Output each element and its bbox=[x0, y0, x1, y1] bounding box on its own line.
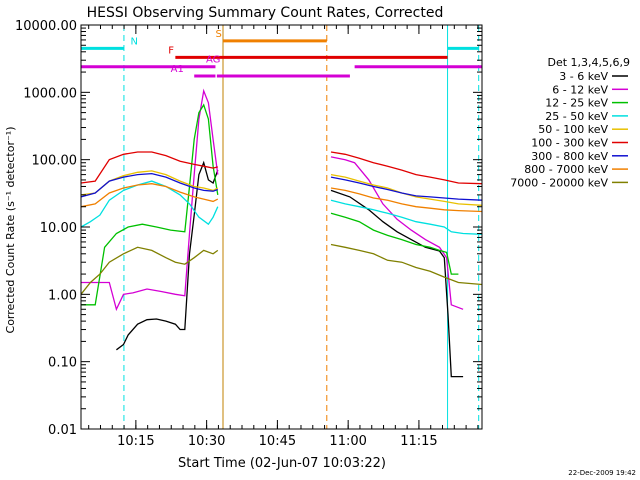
observing-flag-label: S bbox=[215, 29, 221, 40]
legend-entry-label: 12 - 25 keV bbox=[545, 97, 608, 110]
x-tick-label: 10:30 bbox=[188, 434, 225, 449]
legend-entry-label: 100 - 300 keV bbox=[531, 137, 608, 150]
series-line bbox=[330, 243, 483, 286]
plot-frame bbox=[80, 24, 483, 430]
series-line bbox=[81, 103, 219, 306]
series-line bbox=[80, 180, 219, 228]
series-line bbox=[80, 151, 218, 184]
x-tick-label: 11:15 bbox=[400, 434, 437, 449]
legend-entry-label: 50 - 100 keV bbox=[538, 123, 608, 136]
y-tick-label: 0.01 bbox=[48, 423, 77, 438]
x-tick-label: 11:00 bbox=[329, 434, 366, 449]
series-line bbox=[80, 246, 219, 295]
y-tick-label: 0.10 bbox=[48, 356, 77, 371]
legend-entry-label: 300 - 800 keV bbox=[531, 150, 608, 163]
legend-entry-label: 25 - 50 keV bbox=[545, 110, 608, 123]
legend-title: Det 1,3,4,5,6,9 bbox=[547, 56, 630, 69]
series-line bbox=[330, 156, 464, 310]
x-axis-label: Start Time (02-Jun-07 10:03:22) bbox=[178, 456, 386, 471]
series-line bbox=[80, 183, 219, 208]
series-line bbox=[330, 212, 459, 275]
series-line bbox=[330, 151, 483, 185]
legend-entry-label: 800 - 7000 keV bbox=[524, 163, 608, 176]
series-line bbox=[81, 88, 219, 312]
annotation-layer: N S F AG A1 bbox=[80, 25, 482, 429]
observing-flag-label: AG bbox=[206, 55, 220, 66]
observing-flag-label: A1 bbox=[171, 64, 184, 75]
series-line bbox=[330, 187, 483, 213]
legend-entry-label: 6 - 12 keV bbox=[552, 83, 608, 96]
footer-timestamp: 22-Dec-2009 19:42 bbox=[568, 469, 636, 477]
y-tick-label: 10000.00 bbox=[15, 19, 77, 34]
observing-flag-label: F bbox=[168, 45, 174, 56]
x-tick-label: 10:45 bbox=[259, 434, 296, 449]
y-tick-label: 1.00 bbox=[48, 288, 77, 303]
axis-layer: 0.01 0.10 1.00 10.00 100.00 1000.00 10000.00 10… bbox=[15, 19, 483, 449]
observing-flag-label: N bbox=[131, 36, 138, 47]
y-tick-label: 10.00 bbox=[40, 221, 77, 236]
series-line bbox=[330, 173, 483, 206]
series-layer bbox=[80, 88, 483, 378]
series-line bbox=[330, 176, 483, 201]
series-line bbox=[116, 160, 219, 351]
chart-title: HESSI Observing Summary Count Rates, Cor… bbox=[87, 5, 444, 21]
series-line bbox=[80, 172, 219, 198]
y-tick-label: 100.00 bbox=[32, 154, 78, 169]
x-tick-label: 10:15 bbox=[117, 434, 154, 449]
legend-entry-label: 7000 - 20000 keV bbox=[510, 176, 608, 189]
y-axis-label: Corrected Count Rate (s⁻¹ detector⁻¹) bbox=[4, 127, 17, 334]
series-line bbox=[330, 199, 483, 235]
y-tick-label: 1000.00 bbox=[23, 86, 77, 101]
legend-entry-label: 3 - 6 keV bbox=[559, 70, 608, 83]
